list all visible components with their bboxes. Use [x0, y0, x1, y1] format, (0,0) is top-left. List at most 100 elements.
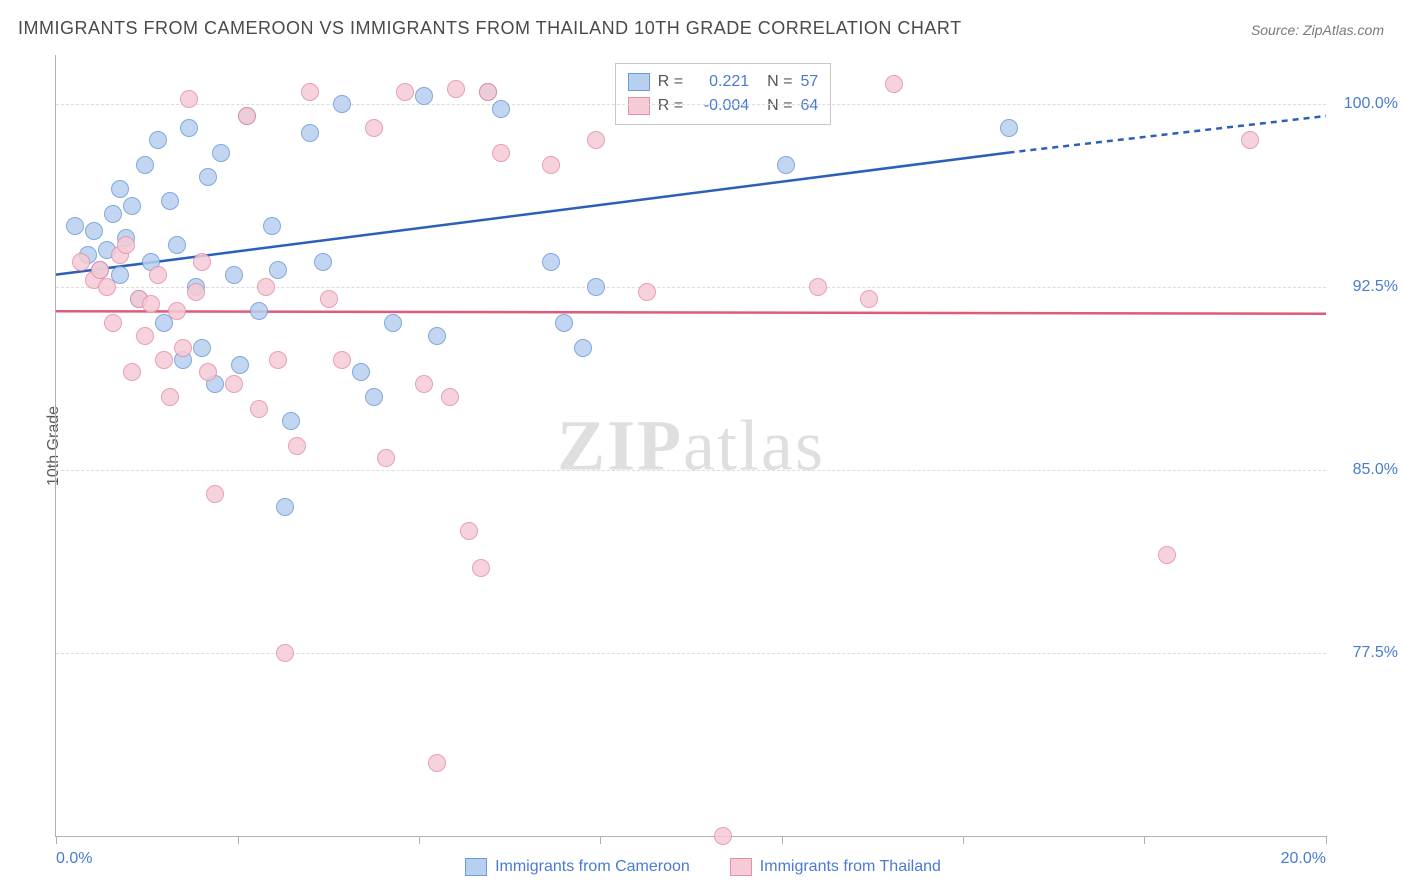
point-thailand: [199, 363, 217, 381]
legend-label-cameroon: Immigrants from Cameroon: [495, 858, 690, 876]
point-thailand: [492, 144, 510, 162]
y-tick-label: 100.0%: [1333, 95, 1398, 113]
legend-label-thailand: Immigrants from Thailand: [760, 858, 941, 876]
source-attribution: Source: ZipAtlas.com: [1251, 22, 1384, 38]
point-thailand: [276, 644, 294, 662]
point-cameroon: [161, 192, 179, 210]
r-label: R =: [658, 94, 683, 118]
point-cameroon: [415, 87, 433, 105]
point-cameroon: [212, 144, 230, 162]
point-thailand: [225, 375, 243, 393]
point-thailand: [238, 107, 256, 125]
point-thailand: [460, 522, 478, 540]
point-thailand: [180, 90, 198, 108]
source-prefix: Source:: [1251, 22, 1303, 38]
n-label: N =: [767, 70, 792, 94]
legend-swatch: [628, 97, 650, 115]
point-cameroon: [428, 327, 446, 345]
point-cameroon: [250, 302, 268, 320]
chart-title: IMMIGRANTS FROM CAMEROON VS IMMIGRANTS F…: [18, 18, 962, 39]
source-name: ZipAtlas.com: [1303, 22, 1384, 38]
point-cameroon: [352, 363, 370, 381]
gridline: [56, 653, 1326, 654]
point-cameroon: [574, 339, 592, 357]
legend-row: R = 0.221 N = 57: [628, 70, 818, 94]
point-thailand: [269, 351, 287, 369]
point-cameroon: [282, 412, 300, 430]
point-thailand: [136, 327, 154, 345]
point-thailand: [72, 253, 90, 271]
swatch-cameroon: [465, 858, 487, 876]
watermark-zip: ZIP: [557, 405, 683, 485]
gridline: [56, 470, 1326, 471]
point-thailand: [98, 278, 116, 296]
point-cameroon: [193, 339, 211, 357]
y-tick-label: 92.5%: [1333, 278, 1398, 296]
r-label: R =: [658, 70, 683, 94]
watermark: ZIPatlas: [557, 404, 825, 487]
point-cameroon: [276, 498, 294, 516]
point-thailand: [168, 302, 186, 320]
point-cameroon: [492, 100, 510, 118]
point-cameroon: [587, 278, 605, 296]
point-thailand: [123, 363, 141, 381]
point-cameroon: [111, 180, 129, 198]
point-cameroon: [314, 253, 332, 271]
point-cameroon: [555, 314, 573, 332]
point-thailand: [193, 253, 211, 271]
point-thailand: [885, 75, 903, 93]
watermark-atlas: atlas: [683, 405, 825, 485]
point-cameroon: [85, 222, 103, 240]
correlation-legend: R = 0.221 N = 57 R = -0.004 N = 64: [615, 63, 831, 125]
point-thailand: [149, 266, 167, 284]
point-thailand: [396, 83, 414, 101]
y-tick-label: 85.0%: [1333, 461, 1398, 479]
point-thailand: [428, 754, 446, 772]
x-tick: [600, 836, 601, 844]
point-thailand: [174, 339, 192, 357]
point-thailand: [187, 283, 205, 301]
n-value: 57: [800, 70, 818, 94]
point-thailand: [250, 400, 268, 418]
swatch-thailand: [730, 858, 752, 876]
point-thailand: [479, 83, 497, 101]
point-cameroon: [384, 314, 402, 332]
plot-area: ZIPatlas R = 0.221 N = 57 R = -0.004 N =…: [55, 55, 1326, 837]
n-label: N =: [767, 94, 792, 118]
point-thailand: [1241, 131, 1259, 149]
point-thailand: [542, 156, 560, 174]
point-cameroon: [333, 95, 351, 113]
point-thailand: [441, 388, 459, 406]
chart-container: IMMIGRANTS FROM CAMEROON VS IMMIGRANTS F…: [0, 0, 1406, 892]
point-thailand: [638, 283, 656, 301]
point-cameroon: [1000, 119, 1018, 137]
point-thailand: [377, 449, 395, 467]
point-thailand: [472, 559, 490, 577]
point-cameroon: [168, 236, 186, 254]
gridline: [56, 104, 1326, 105]
x-tick: [238, 836, 239, 844]
point-cameroon: [269, 261, 287, 279]
regression-lines: [56, 55, 1326, 836]
point-thailand: [714, 827, 732, 845]
point-cameroon: [66, 217, 84, 235]
x-tick: [419, 836, 420, 844]
point-thailand: [155, 351, 173, 369]
point-thailand: [365, 119, 383, 137]
legend-swatch: [628, 73, 650, 91]
point-thailand: [91, 261, 109, 279]
r-value: 0.221: [691, 70, 749, 94]
gridline: [56, 287, 1326, 288]
point-thailand: [1158, 546, 1176, 564]
point-cameroon: [263, 217, 281, 235]
point-thailand: [320, 290, 338, 308]
legend-row: R = -0.004 N = 64: [628, 94, 818, 118]
point-cameroon: [104, 205, 122, 223]
n-value: 64: [800, 94, 818, 118]
point-thailand: [104, 314, 122, 332]
x-tick: [1326, 836, 1327, 844]
point-thailand: [257, 278, 275, 296]
point-cameroon: [180, 119, 198, 137]
point-cameroon: [365, 388, 383, 406]
point-thailand: [333, 351, 351, 369]
